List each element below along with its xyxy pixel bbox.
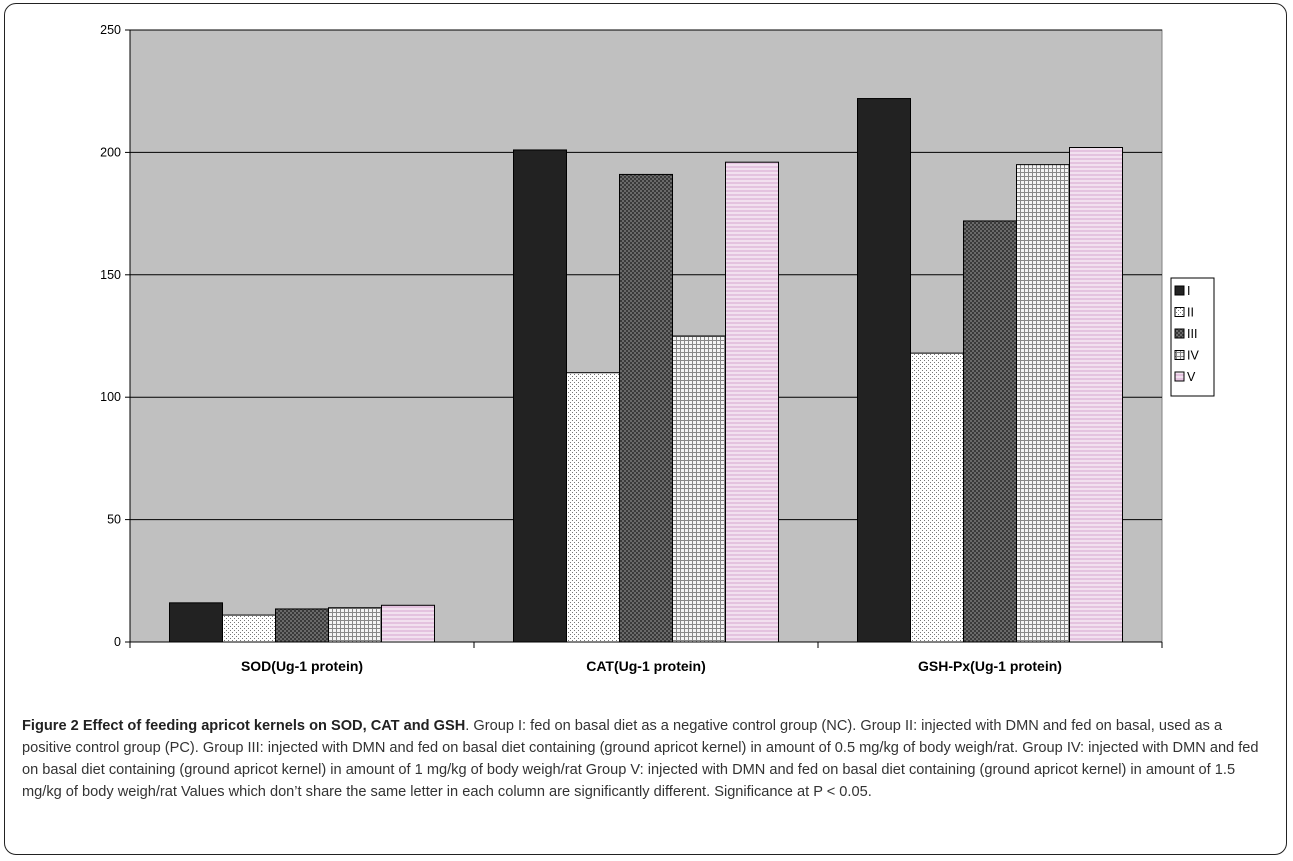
legend-label-III: III [1187,327,1197,341]
bar-chart: 0 50 100 150 200 250 SOD(Ug-1 protein) CAT(Ug-… [100,23,1215,674]
y-tick-label: 200 [100,145,121,159]
bar-series-III-1 [619,173,673,643]
legend-swatch-IV [1174,350,1185,360]
bar-series-IV-1 [672,335,726,643]
x-category-label: SOD(Ug-1 protein) [241,658,363,674]
legend-label-V: V [1187,370,1196,384]
caption-text: . Group I: fed on basal diet as a negati… [22,718,1259,800]
y-tick-label: 0 [114,635,121,649]
y-tick-label: 250 [100,23,121,37]
legend-label-I: I [1187,284,1190,298]
figure-caption: Figure 2 Effect of feeding apricot kerne… [22,715,1272,803]
legend-label-IV: IV [1187,349,1199,363]
legend-swatch-I [1174,285,1185,296]
bar-series-II-2 [910,352,964,643]
bar-series-IV-2 [1016,164,1070,643]
legend-swatch-III [1174,328,1185,339]
bar-series-I-1 [513,149,567,643]
bar-series-II-0 [222,614,276,643]
x-category-label: GSH-Px(Ug-1 protein) [918,658,1062,674]
bar-series-V-0 [381,604,435,643]
bar-series-III-0 [275,608,329,643]
legend-swatch-II [1174,307,1185,317]
bar-series-I-2 [857,98,911,643]
bar-series-V-2 [1069,147,1123,643]
x-category-label: CAT(Ug-1 protein) [586,658,706,674]
bar-series-I-0 [169,602,223,643]
y-tick-label: 50 [107,513,121,527]
bar-series-V-1 [725,161,779,643]
bar-series-II-1 [566,372,620,643]
y-tick-label: 150 [100,268,121,282]
bar-series-III-2 [963,220,1017,643]
bar-series-IV-0 [328,607,382,643]
legend-label-II: II [1187,306,1194,320]
legend-swatch-V [1174,371,1185,382]
caption-title: Figure 2 Effect of feeding apricot kerne… [22,718,466,734]
y-tick-label: 100 [100,390,121,404]
